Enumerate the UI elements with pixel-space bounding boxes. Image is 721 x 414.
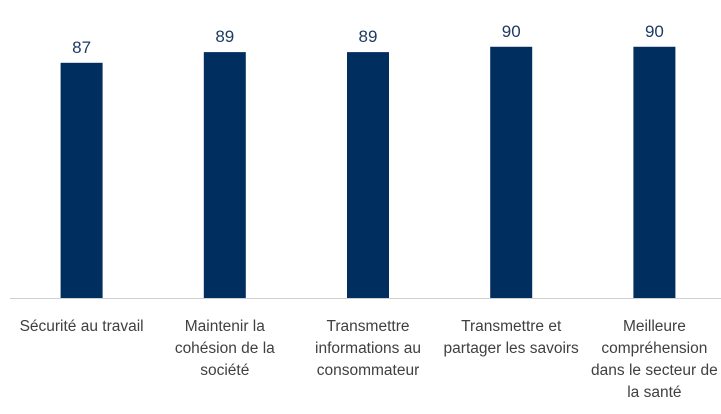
value-label: 89 — [359, 27, 378, 46]
x-tick-label: Transmettre informations au consommateur — [315, 318, 421, 379]
bar — [490, 46, 533, 298]
value-label: 90 — [502, 22, 521, 41]
x-tick-label: Meilleure compréhension dans le secteur … — [591, 318, 718, 401]
x-tick-label: Sécurité au travail — [19, 318, 144, 335]
x-tick-label: Transmettre et partager les savoirs — [443, 318, 579, 357]
bar — [633, 46, 676, 298]
x-tick-label: Maintenir la cohésion de la société — [174, 318, 275, 379]
value-label: 90 — [645, 22, 664, 41]
bar — [60, 62, 103, 298]
value-label: 87 — [72, 38, 91, 57]
bar — [203, 52, 246, 298]
bar — [347, 52, 389, 298]
value-label: 89 — [215, 27, 234, 46]
